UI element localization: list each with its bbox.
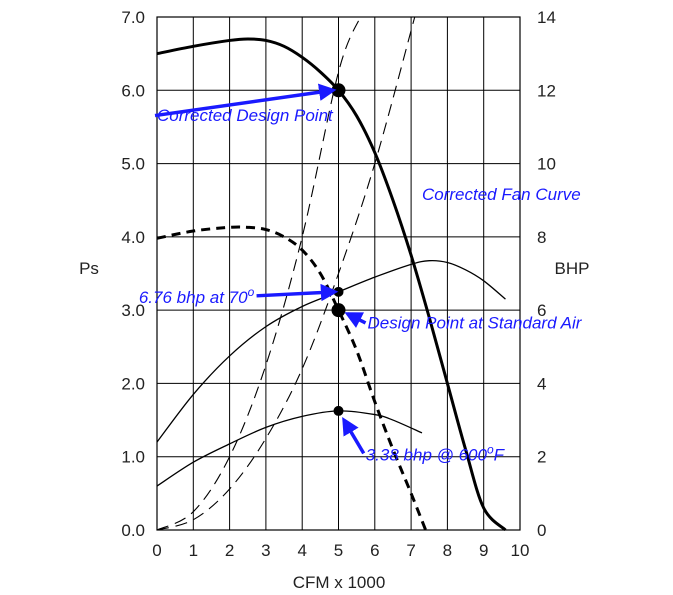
x-tick-label: 8	[443, 541, 452, 560]
x-axis-title: CFM x 1000	[293, 573, 386, 592]
curve-3	[156, 259, 506, 443]
data-point	[331, 83, 346, 98]
annotation-label: Corrected Fan Curve	[422, 185, 581, 204]
x-tick-label: 7	[406, 541, 415, 560]
x-tick-label: 3	[261, 541, 270, 560]
y2-tick-label: 2	[537, 448, 546, 467]
annotation-label: Design Point at Standard Air	[368, 313, 583, 332]
annotation-arrow	[154, 83, 337, 118]
x-tick-label: 0	[152, 541, 161, 560]
tick-labels: 0 1 2 3 4 5 6 7 8 9 100.01.02.03.04.05.06.07.00246…	[121, 8, 556, 560]
x-tick-label: 1	[189, 541, 198, 560]
y-tick-label: 1.0	[121, 448, 145, 467]
data-point	[333, 286, 344, 297]
x-tick-label: 4	[297, 541, 306, 560]
x-tick-label: 6	[370, 541, 379, 560]
annotation-arrow	[342, 417, 366, 455]
y-tick-label: 7.0	[121, 8, 145, 27]
annotations: Corrected Design Point Corrected Fan Curv…	[139, 83, 583, 464]
y-tick-label: 5.0	[121, 155, 145, 174]
curve-2	[156, 225, 428, 531]
annotation-label: Corrected Design Point	[157, 106, 334, 125]
x-tick-label: 9	[479, 541, 488, 560]
y2-tick-label: 12	[537, 81, 556, 100]
y2-tick-label: 8	[537, 228, 546, 247]
y-tick-label: 2.0	[121, 374, 145, 393]
x-tick-label: 5	[334, 541, 343, 560]
curves	[156, 16, 507, 532]
x-tick-label: 10	[511, 541, 530, 560]
annotation-arrow	[256, 283, 339, 302]
y2-tick-label: 14	[537, 8, 556, 27]
x-tick-label: 2	[225, 541, 234, 560]
curve-6	[156, 16, 416, 531]
y-tick-label: 4.0	[121, 228, 145, 247]
y2-tick-label: 0	[537, 521, 546, 540]
plot-frame	[156, 16, 521, 531]
curve-5	[156, 16, 361, 531]
annotation-label: 6.76 bhp at 70o	[139, 285, 255, 307]
data-point	[331, 303, 346, 318]
annotation-label: 3.38 bhp @ 600oF	[366, 442, 506, 464]
y-axis-title: Ps	[79, 259, 99, 278]
y2-tick-label: 10	[537, 155, 556, 174]
y-tick-label: 0.0	[121, 521, 145, 540]
y-tick-label: 3.0	[121, 301, 145, 320]
curve-1	[156, 37, 507, 532]
y2-tick-label: 6	[537, 301, 546, 320]
curve-4	[156, 410, 423, 487]
y2-axis-title: BHP	[555, 259, 590, 278]
data-point	[333, 405, 344, 416]
y2-tick-label: 4	[537, 374, 546, 393]
y-tick-label: 6.0	[121, 81, 145, 100]
annotation-arrow	[344, 312, 367, 328]
